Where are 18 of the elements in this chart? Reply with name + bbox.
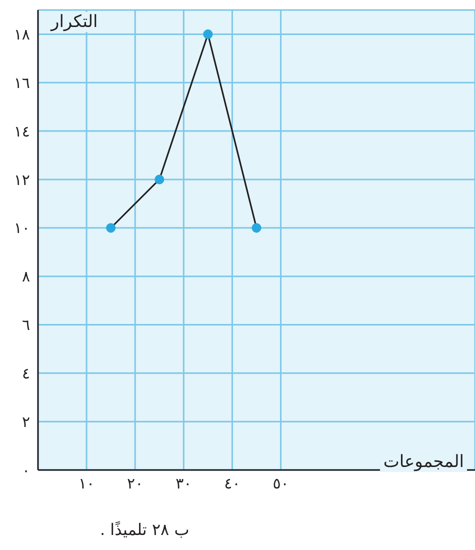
y-tick-label: ٤: [22, 364, 30, 382]
x-tick-label: ٢٠: [127, 474, 144, 493]
y-tick-label: ٢: [22, 412, 30, 431]
x-tick-label: ٥٠: [272, 474, 289, 493]
y-tick-label: ١٨: [14, 26, 30, 44]
x-tick-label: ٤٠: [224, 474, 240, 493]
x-tick-label: ١٠: [78, 474, 95, 493]
x-axis-title: المجموعات: [380, 452, 467, 472]
y-tick-label: ٠: [22, 461, 30, 480]
y-tick-label: ١٢: [14, 170, 30, 189]
y-tick-label: ٨: [22, 268, 30, 286]
y-tick-label: ١٤: [14, 122, 30, 140]
y-axis-title: التكرار: [48, 12, 101, 32]
y-tick-label: ١٦: [14, 74, 30, 92]
text: ب ٢٨ تلميذًا .: [100, 520, 190, 539]
y-tick-label: ٦: [22, 316, 30, 334]
y-tick-label: ١٠: [14, 219, 30, 238]
x-tick-label: ٣٠: [176, 474, 192, 493]
